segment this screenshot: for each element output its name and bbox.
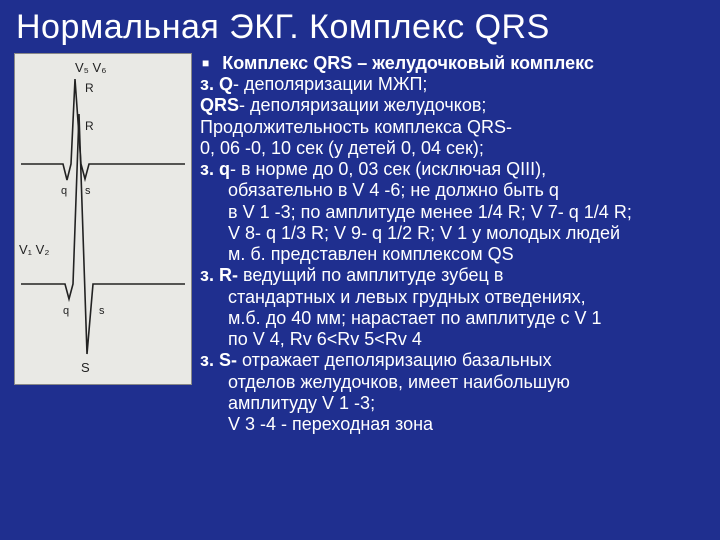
line-zs: з. S- отражает деполяризацию базальных [200,350,702,371]
ecg-label-v1v2: V₁ V₂ [19,242,49,257]
line-7: в V 1 -3; по амплитуде менее 1/4 R; V 7-… [200,202,702,223]
content: Комплекс QRS – желудочковый комплекс з. … [200,53,702,435]
line-13: по V 4, Rv 6<Rv 5<Rv 4 [200,329,702,350]
line-q: з. Q- деполяризации МЖП; [200,74,702,95]
zq-label: з. Q [200,74,233,94]
ecg-label-s1: s [85,185,91,197]
ecg-label-S: S [81,360,90,375]
line-zq2: з. q- в норме до 0, 03 сек (исключая QII… [200,159,702,180]
ecg-label-R2: R [85,119,94,133]
lead-line: Комплекс QRS – желудочковый комплекс [200,53,702,74]
zq-text: - деполяризации МЖП; [233,74,427,94]
line-9: м. б. представлен комплексом QS [200,244,702,265]
zr-label: з. R- [200,265,238,285]
line-16: амплитуду V 1 -3; [200,393,702,414]
ecg-label-v5v6: V₅ V₆ [75,60,106,75]
lead-suffix: – желудочковый комплекс [352,53,594,73]
line-17: V 3 -4 - переходная зона [200,414,702,435]
line-12: м.б. до 40 мм; нарастает по амплитуде с … [200,308,702,329]
line-15: отделов желудочков, имеет наибольшую [200,372,702,393]
zr-text: ведущий по амплитуде зубец в [238,265,503,285]
body: V₅ V₆ R q s V₁ V₂ R q s S Комплекс QRS –… [14,53,702,435]
zs-label: з. S- [200,350,237,370]
qrs-label: QRS [200,95,239,115]
line-dur1: Продолжительность комплекса QRS- [200,117,702,138]
ecg-label-R1: R [85,81,94,95]
line-qrs: QRS- деполяризации желудочков; [200,95,702,116]
ecg-label-s2: s [99,305,105,317]
page-title: Нормальная ЭКГ. Комплекс QRS [16,8,702,47]
line-zr: з. R- ведущий по амплитуде зубец в [200,265,702,286]
qrs-text: - деполяризации желудочков; [239,95,486,115]
lead-prefix: Комплекс QRS [222,53,352,73]
ecg-label-q2: q [63,305,69,317]
ecg-diagram: V₅ V₆ R q s V₁ V₂ R q s S [14,53,192,385]
line-dur2: 0, 06 -0, 10 сек (у детей 0, 04 сек); [200,138,702,159]
zq2-text: - в норме до 0, 03 сек (исключая QIII), [230,159,546,179]
zq2-label: з. q [200,159,230,179]
line-8: V 8- q 1/3 R; V 9- q 1/2 R; V 1 у молоды… [200,223,702,244]
ecg-label-q1: q [61,185,67,197]
line-11: стандартных и левых грудных отведениях, [200,287,702,308]
zs-text: отражает деполяризацию базальных [237,350,552,370]
line-6: обязательно в V 4 -6; не должно быть q [200,180,702,201]
